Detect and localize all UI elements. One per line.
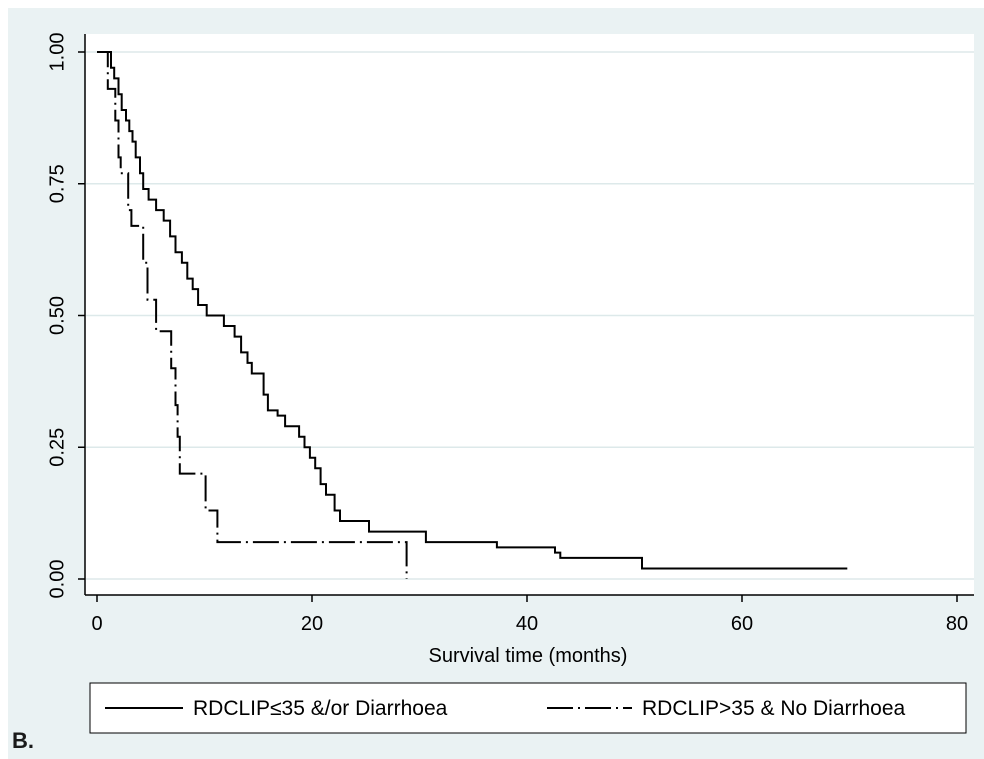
- x-tick-label: 80: [946, 613, 968, 635]
- y-tick-label: 0.25: [46, 428, 68, 467]
- x-tick-label: 20: [301, 613, 323, 635]
- axes: [84, 34, 974, 596]
- y-ticks: 0.00 0.25 0.50 0.75 1.00: [46, 33, 85, 599]
- x-tick-label: 0: [91, 613, 102, 635]
- series-line-rdclip-le35: [97, 51, 848, 570]
- series-line-rdclip-gt35: [97, 51, 408, 579]
- series-lines: [97, 51, 848, 579]
- panel-label: B.: [12, 728, 34, 753]
- legend-label-dashdot: RDCLIP>35 & No Diarrhoea: [642, 697, 906, 720]
- x-ticks: 0 20 40 60 80: [91, 595, 968, 635]
- legend-label-solid: RDCLIP≤35 &/or Diarrhoea: [193, 697, 448, 720]
- legend-box: [89, 682, 967, 734]
- y-tick-label: 0.50: [46, 296, 68, 335]
- x-axis-title: Survival time (months): [429, 645, 628, 667]
- x-tick-label: 40: [516, 613, 538, 635]
- x-tick-label: 60: [731, 613, 753, 635]
- plot-area: [85, 34, 974, 595]
- grid-lines: [86, 51, 974, 580]
- legend: RDCLIP≤35 &/or Diarrhoea RDCLIP>35 & No …: [89, 682, 967, 734]
- y-tick-label: 0.00: [46, 560, 68, 599]
- y-tick-label: 1.00: [46, 33, 68, 72]
- y-tick-label: 0.75: [46, 164, 68, 203]
